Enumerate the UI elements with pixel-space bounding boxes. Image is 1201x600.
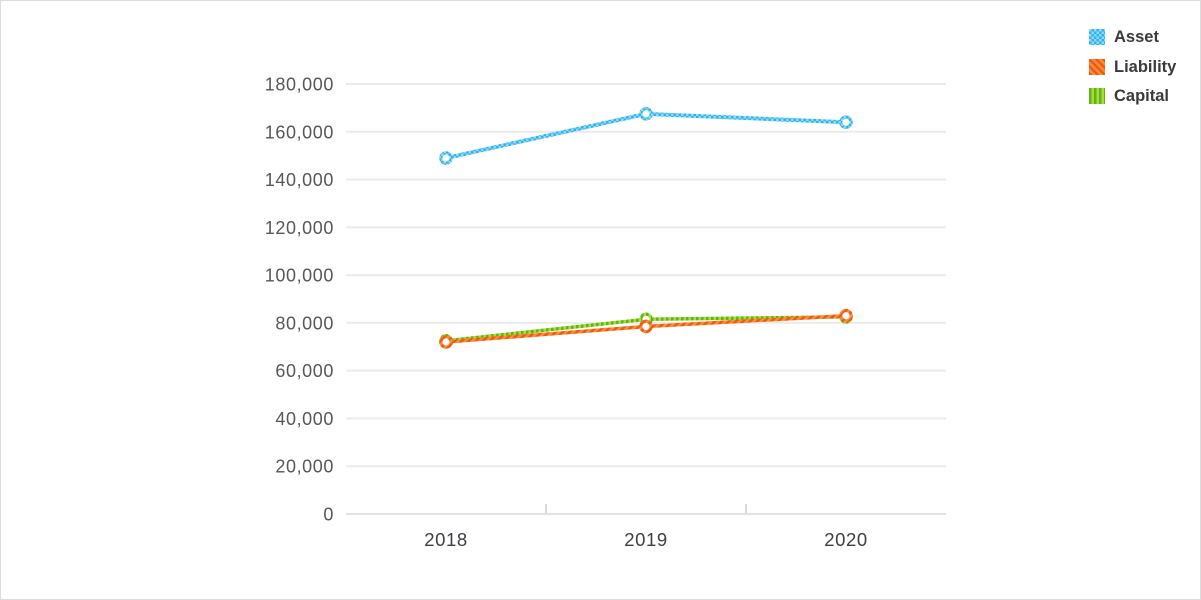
legend-item-asset[interactable]: Asset xyxy=(1089,29,1176,46)
y-tick-label: 100,000 xyxy=(265,266,334,286)
x-tick-label: 2019 xyxy=(624,529,668,550)
legend-item-capital[interactable]: Capital xyxy=(1089,88,1176,105)
legend-swatch-capital-icon xyxy=(1089,88,1105,105)
series-asset xyxy=(439,107,853,165)
y-tick-label: 80,000 xyxy=(275,313,334,333)
y-tick-label: 0 xyxy=(323,505,334,525)
legend-label-capital: Capital xyxy=(1114,87,1170,105)
data-point-asset-2018[interactable] xyxy=(439,151,453,165)
y-gridlines xyxy=(346,83,946,515)
chart-legend: Asset Liability Capital xyxy=(1089,29,1176,105)
x-axis-labels: 2018 2019 2020 xyxy=(424,529,868,550)
data-point-liability-2020[interactable] xyxy=(839,308,853,323)
data-point-asset-2019[interactable] xyxy=(639,107,653,121)
legend-swatch-liability-icon xyxy=(1089,58,1105,75)
y-tick-label: 20,000 xyxy=(275,457,334,477)
y-tick-label: 40,000 xyxy=(275,409,334,429)
legend-label-liability: Liability xyxy=(1114,57,1177,76)
y-tick-label: 140,000 xyxy=(265,170,334,190)
legend-item-liability[interactable]: Liability xyxy=(1089,57,1177,76)
y-tick-label: 120,000 xyxy=(265,218,334,238)
legend-swatch-asset-icon xyxy=(1089,29,1105,46)
x-axis-ticks xyxy=(545,504,747,513)
data-point-liability-2019[interactable] xyxy=(639,319,653,334)
y-axis-labels: 0 20,000 40,000 60,000 80,000 100,000 120,000 1… xyxy=(265,75,334,525)
series-liability xyxy=(439,308,853,349)
legend-label-asset: Asset xyxy=(1114,28,1159,46)
data-point-liability-2018[interactable] xyxy=(439,335,453,349)
x-tick-label: 2018 xyxy=(424,529,468,550)
y-tick-label: 180,000 xyxy=(265,75,334,95)
data-point-asset-2020[interactable] xyxy=(839,115,853,130)
y-tick-label: 60,000 xyxy=(275,361,334,381)
x-tick-label: 2020 xyxy=(824,529,868,550)
y-tick-label: 160,000 xyxy=(265,122,334,142)
